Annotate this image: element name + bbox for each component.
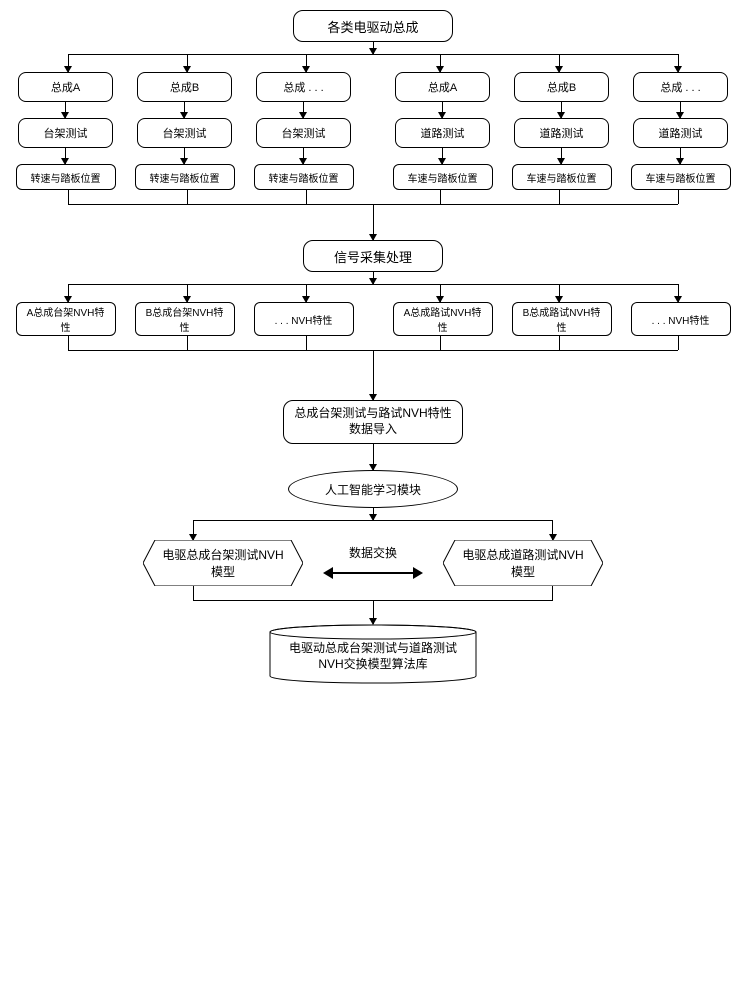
node-test: 台架测试 [137, 118, 232, 148]
node-nvh: . . . NVH特性 [631, 302, 731, 336]
merge-6-b [53, 336, 693, 360]
node-nvh: A总成台架NVH特性 [16, 302, 116, 336]
node-test: 道路测试 [395, 118, 490, 148]
exchange-label: 数据交换 [349, 544, 397, 561]
node-nvh: A总成路试NVH特性 [393, 302, 493, 336]
row-position: 转速与踏板位置 转速与踏板位置 转速与踏板位置 车速与踏板位置 车速与踏板位置 … [0, 164, 746, 190]
node-hex-left: 电驱总成台架测试NVH模型 [143, 540, 303, 586]
arrow [373, 444, 374, 470]
node-import: 总成台架测试与路试NVH特性数据导入 [283, 400, 463, 444]
row-test: 台架测试 台架测试 台架测试 道路测试 道路测试 道路测试 [0, 118, 746, 148]
arrow [373, 272, 374, 284]
arrow [373, 42, 374, 54]
arrows-row [0, 148, 746, 164]
merge-2 [153, 586, 593, 608]
arrow [373, 608, 374, 624]
arrow [373, 508, 374, 520]
merge-6 [53, 190, 693, 214]
double-arrow-icon [323, 563, 423, 583]
node-signal: 信号采集处理 [303, 240, 443, 272]
node-position: 车速与踏板位置 [393, 164, 493, 190]
node-assembly: 总成B [137, 72, 232, 102]
node-assembly: 总成A [395, 72, 490, 102]
row-assembly: 总成A 总成B 总成 . . . 总成A 总成B 总成 . . . [0, 72, 746, 102]
split-2 [153, 520, 593, 540]
node-test: 台架测试 [256, 118, 351, 148]
node-database: 电驱动总成台架测试与道路测试NVH交换模型算法库 [268, 624, 478, 684]
split-6-b [53, 284, 693, 302]
node-position: 车速与踏板位置 [512, 164, 612, 190]
node-test: 道路测试 [633, 118, 728, 148]
row-nvh: A总成台架NVH特性 B总成台架NVH特性 . . . NVH特性 A总成路试N… [0, 302, 746, 336]
node-position: 转速与踏板位置 [254, 164, 354, 190]
node-ai-module: 人工智能学习模块 [288, 470, 458, 508]
node-root: 各类电驱动总成 [293, 10, 453, 42]
row-exchange: 电驱总成台架测试NVH模型 数据交换 电驱总成道路测试NVH模型 [143, 540, 603, 586]
node-position: 转速与踏板位置 [16, 164, 116, 190]
node-position: 转速与踏板位置 [135, 164, 235, 190]
arrows-row [0, 102, 746, 118]
node-nvh: . . . NVH特性 [254, 302, 354, 336]
node-assembly: 总成A [18, 72, 113, 102]
flowchart-root: 各类电驱动总成 总成A 总成B 总成 . . . 总成A 总成B 总成 . . … [0, 10, 746, 684]
node-test: 台架测试 [18, 118, 113, 148]
node-assembly: 总成 . . . [633, 72, 728, 102]
node-test: 道路测试 [514, 118, 609, 148]
split-6 [53, 54, 693, 72]
node-assembly: 总成B [514, 72, 609, 102]
node-position: 车速与踏板位置 [631, 164, 731, 190]
node-hex-right: 电驱总成道路测试NVH模型 [443, 540, 603, 586]
arrow [373, 360, 374, 400]
arrow [373, 214, 374, 240]
node-nvh: B总成路试NVH特性 [512, 302, 612, 336]
node-nvh: B总成台架NVH特性 [135, 302, 235, 336]
node-assembly: 总成 . . . [256, 72, 351, 102]
